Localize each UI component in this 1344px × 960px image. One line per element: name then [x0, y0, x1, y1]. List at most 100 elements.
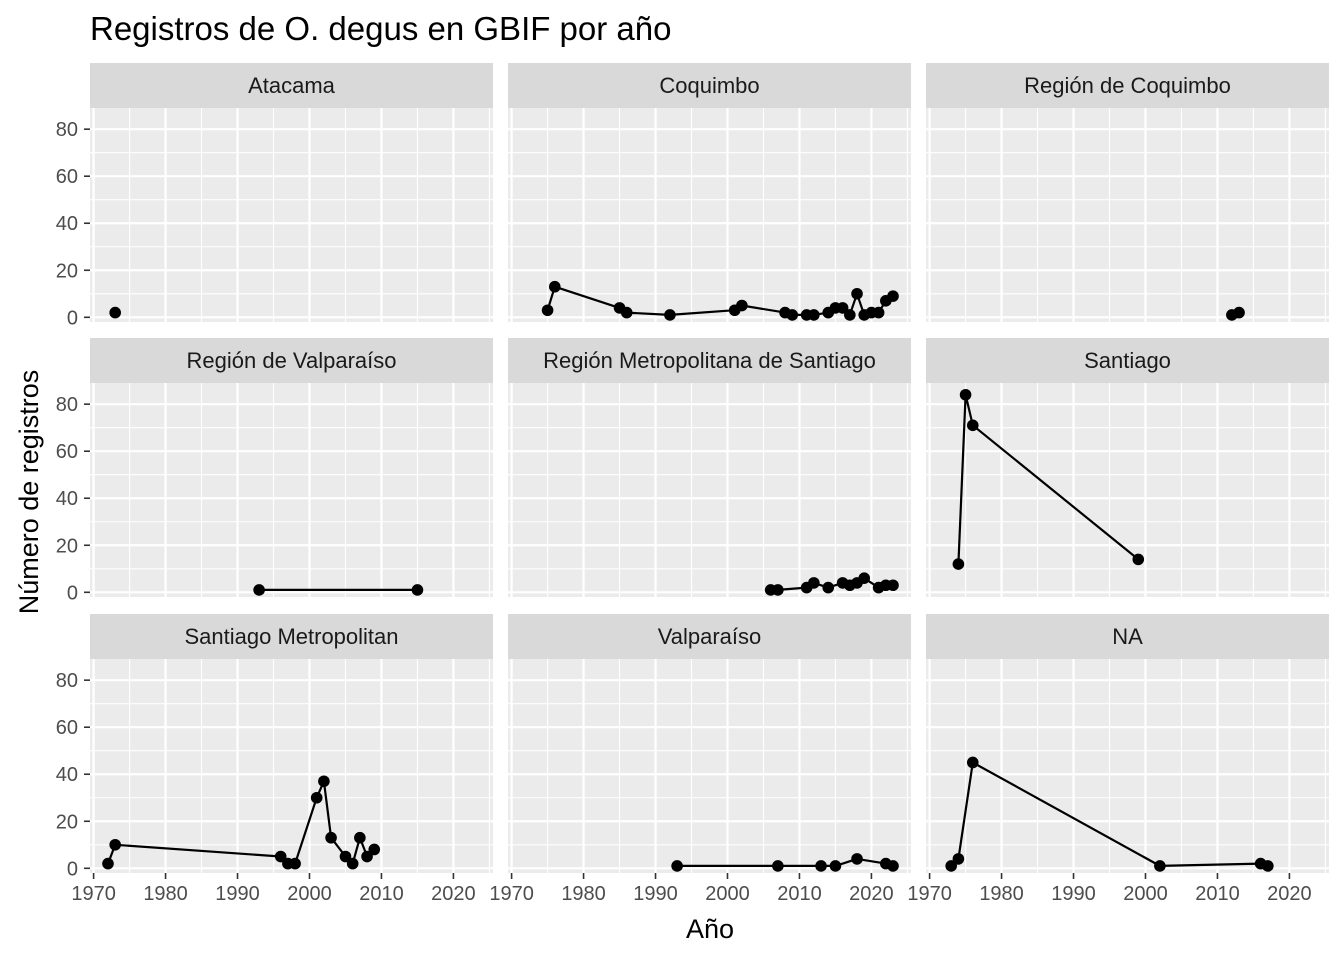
x-tick-label: 1990 — [1051, 883, 1096, 905]
data-point — [318, 775, 330, 788]
x-tick-label: 1980 — [143, 883, 188, 905]
facet-strip — [90, 63, 493, 108]
x-tick-label: 1970 — [489, 883, 534, 905]
data-point — [887, 860, 899, 872]
x-tick-label: 1970 — [71, 883, 116, 905]
x-tick-label: 1980 — [979, 883, 1024, 905]
y-tick-label: 60 — [56, 441, 78, 463]
facet-strip — [508, 614, 911, 659]
plot-background — [926, 659, 1329, 873]
data-point — [945, 860, 957, 872]
facet-label: NA — [1112, 624, 1143, 649]
facet-label: Región Metropolitana de Santiago — [543, 348, 876, 373]
y-tick-label: 20 — [56, 260, 78, 282]
y-tick-label: 20 — [56, 535, 78, 557]
plot-background — [926, 108, 1329, 322]
data-point — [548, 280, 561, 293]
data-point — [541, 304, 554, 317]
x-tick-label: 1990 — [633, 883, 678, 905]
data-point — [274, 850, 287, 863]
data-point — [887, 290, 899, 302]
facet-panel: Coquimbo — [508, 63, 911, 322]
x-tick-label: 2000 — [287, 883, 332, 905]
facet-strip — [90, 338, 493, 383]
data-point — [289, 857, 301, 870]
y-tick-label: 0 — [67, 307, 78, 329]
x-tick-label: 2010 — [359, 883, 404, 905]
data-point — [844, 309, 856, 321]
data-point — [836, 302, 849, 314]
plot-background — [90, 383, 493, 597]
data-point — [310, 791, 323, 804]
chart-title: Registros de O. degus en GBIF por año — [90, 10, 671, 47]
y-tick-label: 80 — [56, 119, 78, 141]
data-point — [325, 831, 337, 844]
x-tick-label: 1980 — [561, 883, 606, 905]
y-tick-label: 40 — [56, 488, 78, 510]
plot-background — [90, 108, 493, 322]
data-point — [966, 756, 979, 769]
plot-background — [926, 383, 1329, 597]
x-tick-label: 2000 — [1123, 883, 1168, 905]
y-tick-label: 40 — [56, 213, 78, 235]
data-point — [736, 299, 748, 312]
data-point — [1132, 553, 1145, 566]
data-point — [851, 853, 863, 865]
data-point — [815, 860, 827, 872]
plot-background — [508, 108, 911, 322]
data-point — [772, 584, 784, 596]
data-point — [966, 419, 979, 432]
facet-strip — [90, 614, 493, 659]
y-tick-label: 80 — [56, 394, 78, 416]
facet-panel: Santiago — [926, 338, 1329, 597]
data-point — [102, 857, 114, 870]
data-point — [664, 309, 676, 321]
data-point — [361, 850, 373, 863]
facet-strip — [926, 614, 1329, 659]
series-line — [957, 393, 1139, 565]
x-tick-label: 2020 — [849, 883, 894, 905]
facet-strip — [926, 338, 1329, 383]
facet-panel: NA 1970 1980 1990 2000 2010 2020 — [907, 614, 1329, 905]
data-point — [1233, 306, 1245, 319]
data-point — [1154, 860, 1166, 872]
facet-panel: Región Metropolitana de Santiago — [508, 338, 911, 597]
data-point — [786, 309, 799, 321]
facet-panel: Santiago Metropolitan 0 20 40 60 80 1970 1980 19… — [56, 614, 493, 905]
data-point — [1262, 860, 1274, 872]
data-point — [109, 306, 121, 319]
facet-label: Coquimbo — [659, 73, 759, 98]
facet-label: Región de Valparaíso — [187, 348, 397, 373]
data-point — [671, 860, 683, 872]
data-point — [829, 860, 842, 872]
data-point — [253, 584, 265, 596]
facet-label: Región de Coquimbo — [1024, 73, 1231, 98]
facet-label: Santiago Metropolitan — [184, 624, 398, 649]
data-point — [620, 306, 633, 319]
x-tick-label: 2020 — [431, 883, 476, 905]
y-tick-label: 20 — [56, 811, 78, 833]
data-point — [346, 857, 359, 870]
y-tick-label: 60 — [56, 717, 78, 739]
data-point — [772, 860, 784, 872]
facet-panel: Atacama 0 20 40 60 80 — [56, 63, 493, 329]
data-point — [109, 838, 121, 851]
data-point — [411, 584, 424, 596]
data-point — [952, 558, 965, 570]
plot-background — [90, 659, 493, 873]
x-tick-label: 1970 — [907, 883, 952, 905]
facet-strip — [508, 63, 911, 108]
facet-panel: Valparaíso 1970 1980 1990 2000 2010 2020 — [489, 614, 911, 905]
facet-panel: Región de Coquimbo — [926, 63, 1329, 322]
y-tick-label: 80 — [56, 670, 78, 692]
plot-background — [508, 659, 911, 873]
data-point — [354, 831, 366, 844]
y-tick-label: 0 — [67, 858, 78, 880]
data-point — [887, 579, 899, 592]
facet-label: Valparaíso — [658, 624, 762, 649]
x-tick-label: 2010 — [1195, 883, 1240, 905]
data-point — [339, 850, 352, 863]
data-point — [368, 843, 381, 856]
x-tick-label: 2000 — [705, 883, 750, 905]
